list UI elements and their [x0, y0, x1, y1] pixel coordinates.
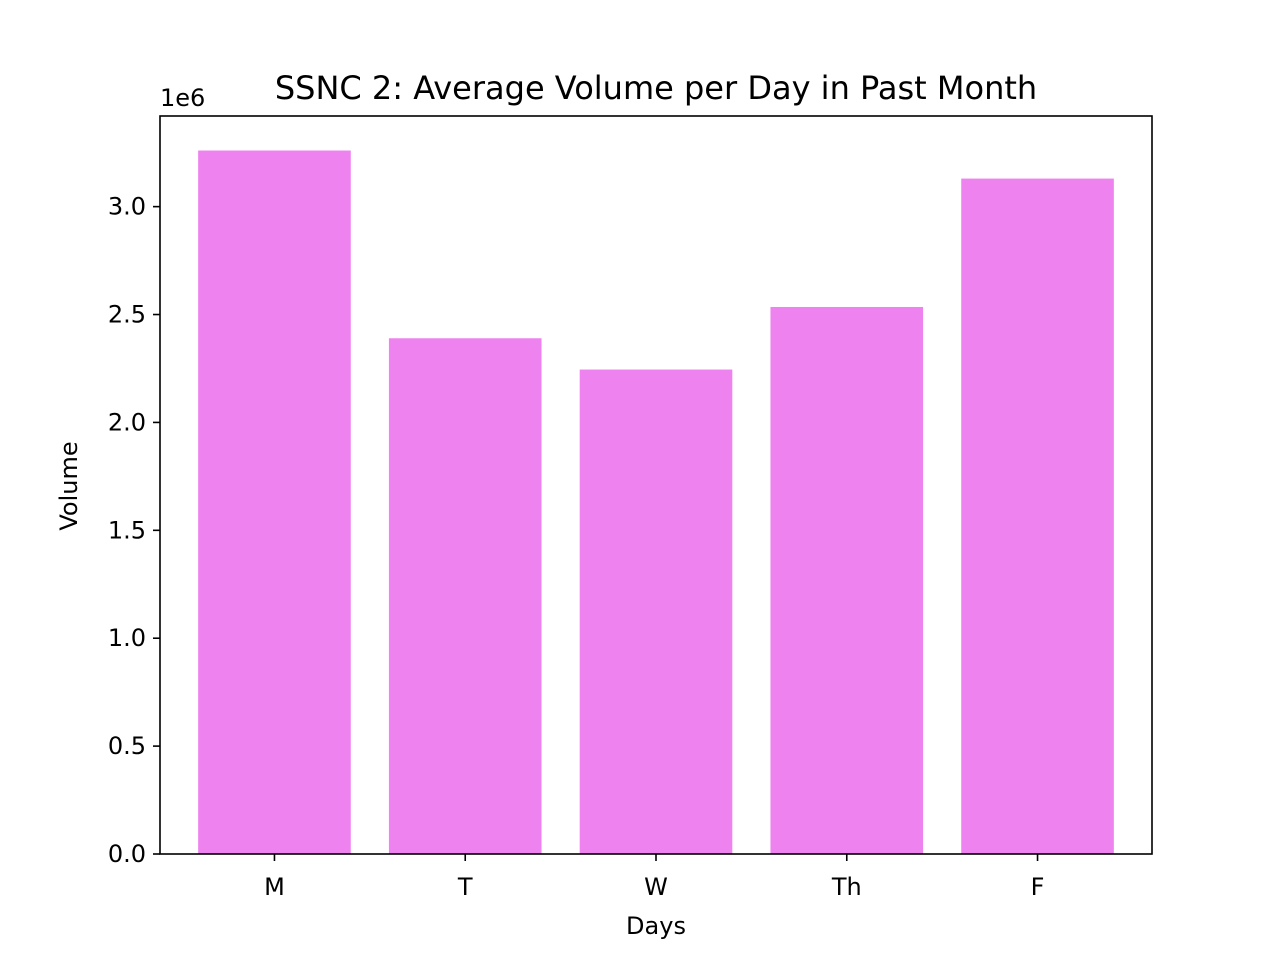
y-axis-offset-label: 1e6	[160, 84, 205, 112]
bar-f	[961, 178, 1114, 854]
x-tick-label: F	[1031, 873, 1045, 901]
x-tick-label: Th	[831, 873, 862, 901]
bars-layer	[198, 150, 1114, 855]
bar-th	[770, 306, 924, 854]
y-axis-label: Volume	[55, 441, 83, 530]
y-tick-label: 2.0	[108, 408, 146, 436]
y-tick-label: 3.0	[108, 193, 146, 221]
y-tick-label: 2.5	[108, 301, 146, 329]
x-axis-label: Days	[626, 912, 686, 940]
y-tick-label: 1.5	[108, 516, 146, 544]
bar-m	[198, 150, 351, 855]
x-axis: M T W Th F	[264, 854, 1044, 901]
y-axis: 0.0 0.5 1.0 1.5 2.0 2.5 3.0	[108, 193, 160, 868]
x-tick-label: W	[644, 873, 668, 901]
bar-t	[388, 338, 542, 854]
y-tick-label: 1.0	[108, 624, 146, 652]
x-tick-label: T	[457, 873, 473, 901]
y-tick-label: 0.5	[108, 732, 146, 760]
bar-w	[579, 369, 733, 854]
y-tick-label: 0.0	[108, 840, 146, 868]
x-tick-label: M	[264, 873, 285, 901]
chart-title: SSNC 2: Average Volume per Day in Past M…	[275, 69, 1037, 107]
